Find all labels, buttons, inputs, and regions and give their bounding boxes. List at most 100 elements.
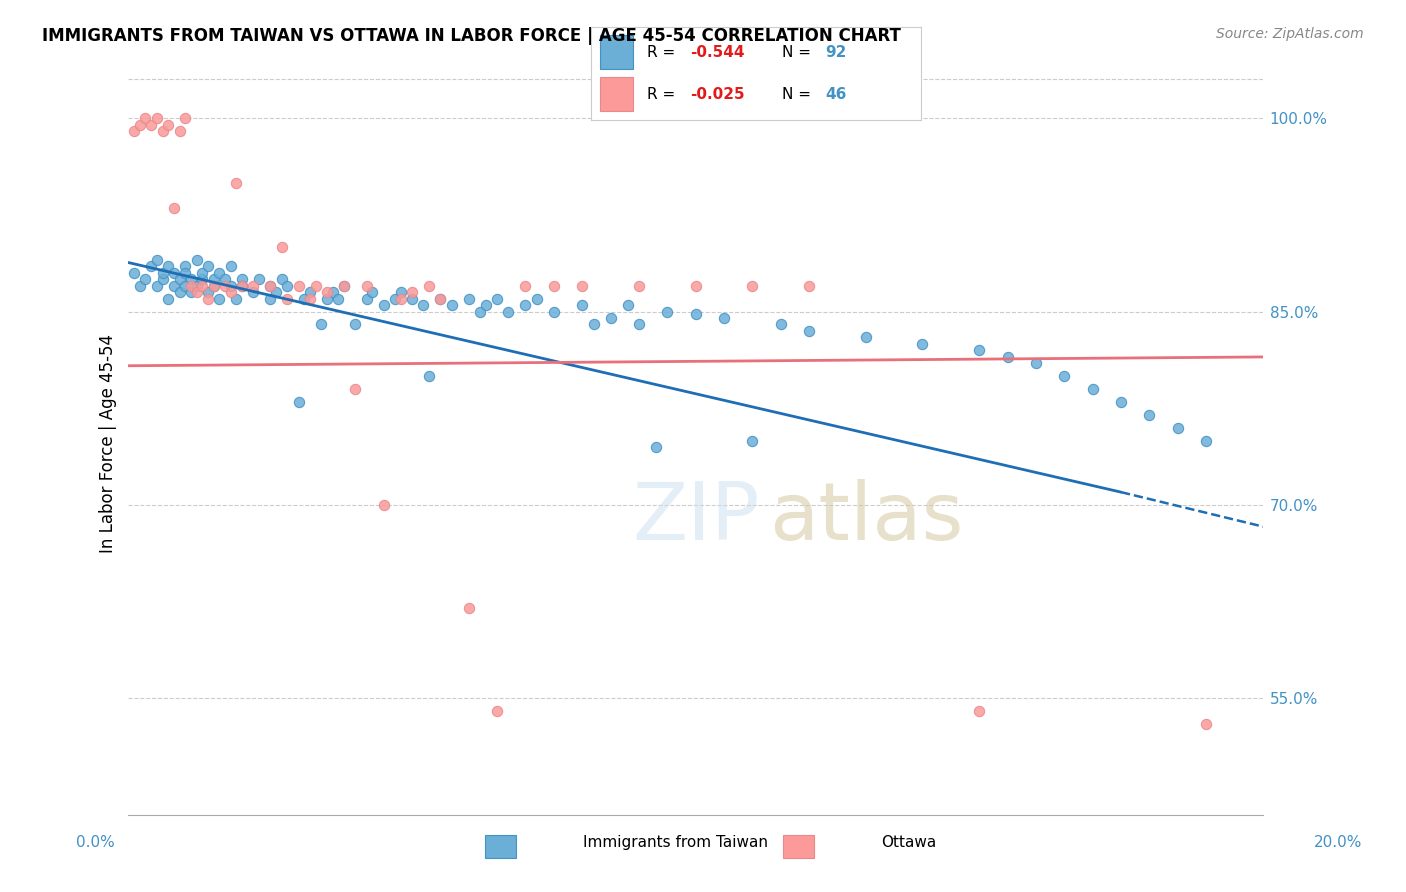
Point: [146, 111, 169, 125]
Point: [1137, 408, 1160, 422]
Point: [344, 382, 367, 396]
Point: [242, 285, 264, 300]
Point: [180, 272, 202, 286]
Point: [157, 292, 180, 306]
Point: [157, 260, 180, 274]
Point: [1195, 434, 1218, 448]
Point: [174, 111, 197, 125]
Point: [685, 278, 707, 293]
FancyBboxPatch shape: [600, 35, 634, 69]
Point: [498, 304, 520, 318]
Point: [401, 285, 423, 300]
Point: [152, 124, 174, 138]
Point: [418, 278, 440, 293]
Point: [333, 278, 356, 293]
Text: N =: N =: [782, 45, 815, 60]
Point: [191, 272, 214, 286]
Point: [389, 292, 412, 306]
Point: [231, 272, 253, 286]
Point: [384, 292, 406, 306]
Point: [141, 118, 163, 132]
Point: [276, 292, 298, 306]
Point: [225, 292, 247, 306]
Point: [911, 336, 934, 351]
Point: [197, 285, 219, 300]
Point: [769, 318, 792, 332]
Text: 0.0%: 0.0%: [76, 836, 115, 850]
Point: [169, 285, 191, 300]
FancyBboxPatch shape: [485, 835, 516, 858]
Text: Ottawa: Ottawa: [882, 836, 936, 850]
Point: [797, 278, 820, 293]
Point: [571, 298, 593, 312]
Point: [515, 278, 537, 293]
Point: [259, 278, 281, 293]
Point: [134, 111, 156, 125]
Point: [122, 266, 145, 280]
Point: [311, 318, 333, 332]
Point: [997, 350, 1019, 364]
Point: [146, 278, 169, 293]
Point: [231, 278, 253, 293]
Point: [373, 498, 395, 512]
Point: [344, 318, 367, 332]
Point: [328, 292, 350, 306]
Point: [174, 266, 197, 280]
Point: [543, 278, 565, 293]
Point: [1109, 395, 1132, 409]
Point: [174, 260, 197, 274]
Point: [457, 292, 479, 306]
Point: [219, 285, 242, 300]
Point: [526, 292, 548, 306]
Point: [169, 272, 191, 286]
Point: [627, 318, 650, 332]
Point: [141, 260, 163, 274]
Point: [401, 292, 423, 306]
Point: [515, 298, 537, 312]
Point: [599, 311, 621, 326]
Point: [373, 298, 395, 312]
FancyBboxPatch shape: [783, 835, 814, 858]
Text: 20.0%: 20.0%: [1315, 836, 1362, 850]
Point: [186, 252, 208, 267]
Text: R =: R =: [647, 87, 681, 102]
Point: [287, 395, 309, 409]
Point: [214, 278, 236, 293]
Text: N =: N =: [782, 87, 815, 102]
Point: [1081, 382, 1104, 396]
Point: [231, 278, 253, 293]
Point: [298, 292, 321, 306]
Y-axis label: In Labor Force | Age 45-54: In Labor Force | Age 45-54: [100, 334, 117, 553]
Point: [152, 266, 174, 280]
Point: [186, 285, 208, 300]
Point: [1053, 369, 1076, 384]
Point: [1167, 420, 1189, 434]
Point: [169, 124, 191, 138]
Point: [316, 292, 339, 306]
Point: [146, 252, 169, 267]
Point: [157, 118, 180, 132]
Text: IMMIGRANTS FROM TAIWAN VS OTTAWA IN LABOR FORCE | AGE 45-54 CORRELATION CHART: IMMIGRANTS FROM TAIWAN VS OTTAWA IN LABO…: [42, 27, 901, 45]
Point: [440, 298, 463, 312]
Point: [214, 272, 236, 286]
Text: Immigrants from Taiwan: Immigrants from Taiwan: [583, 836, 769, 850]
Point: [389, 285, 412, 300]
Point: [418, 369, 440, 384]
Point: [276, 278, 298, 293]
Point: [797, 324, 820, 338]
Point: [152, 272, 174, 286]
Point: [219, 278, 242, 293]
Point: [163, 202, 186, 216]
Point: [270, 240, 292, 254]
Point: [219, 260, 242, 274]
Point: [174, 278, 197, 293]
Point: [163, 278, 186, 293]
Point: [180, 278, 202, 293]
Point: [412, 298, 434, 312]
Point: [1025, 356, 1047, 370]
Point: [543, 304, 565, 318]
Text: -0.544: -0.544: [690, 45, 744, 60]
Point: [713, 311, 735, 326]
Point: [304, 278, 326, 293]
Point: [259, 292, 281, 306]
